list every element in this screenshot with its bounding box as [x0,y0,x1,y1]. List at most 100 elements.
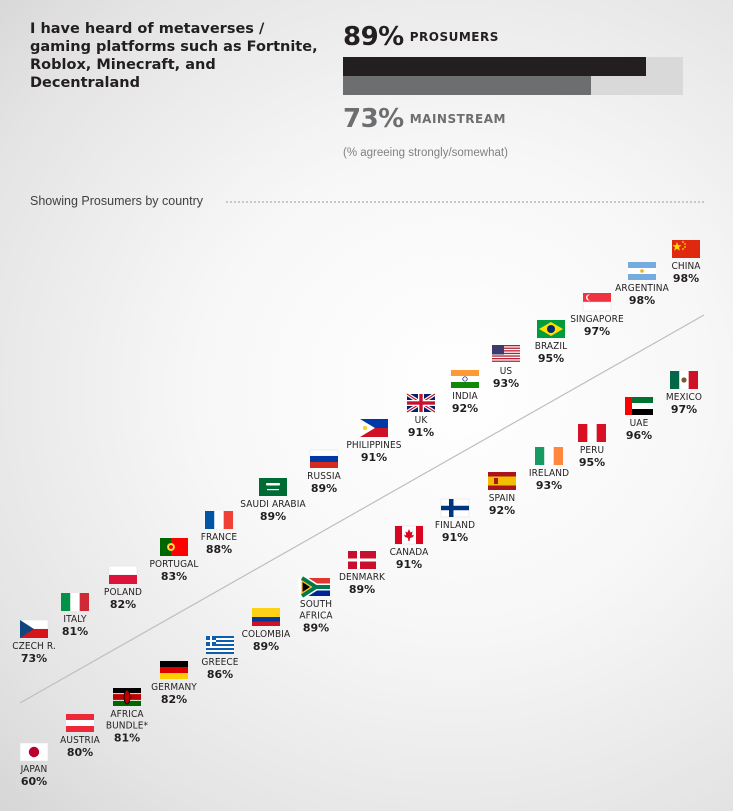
country-value: 91% [396,558,422,571]
country-value: 80% [67,746,93,759]
mainstream-bar [343,76,592,95]
country-value: 60% [21,775,47,788]
country-value: 91% [442,531,468,544]
country-name: RUSSIA [307,471,341,482]
austria-flag-icon [66,714,94,732]
country-value: 88% [206,543,232,556]
country-name: POLAND [104,587,142,598]
country-name: GERMANY [151,682,197,693]
country-name: AFRICA [110,709,144,720]
country-name: PORTUGAL [149,559,198,570]
country-name: SINGAPORE [570,314,624,325]
mainstream-label: MAINSTREAM [409,112,506,126]
country-marks: JAPAN60%AUSTRIA80%AFRICABUNDLE*81%GERMAN… [12,240,702,788]
agreement-note: (% agreeing strongly/somewhat) [343,147,508,159]
country-value: 93% [536,479,562,492]
country-value: 81% [114,732,140,745]
divider-line [19,314,705,704]
country-value: 95% [538,352,564,365]
country-value: 98% [629,294,655,307]
germany-flag-icon [160,661,188,679]
russia-flag-icon [309,449,339,468]
country-name: BUNDLE* [106,721,149,732]
country-name: AFRICA [299,611,333,622]
country-value: 89% [260,510,286,523]
mainstream-stat: 73% MAINSTREAM [343,104,506,134]
poland-flag-icon [108,565,138,584]
us-flag-icon [492,345,520,362]
country-name: CANADA [390,547,430,558]
country-name: COLOMBIA [242,629,291,640]
country-value: 93% [493,377,519,390]
portugal-flag-icon [160,538,188,556]
finland-flag-icon [440,498,470,518]
country-value: 86% [207,668,233,681]
country-value: 92% [452,402,478,415]
country-name: IRELAND [529,468,569,479]
prosumers-label: PROSUMERS [409,30,499,44]
country-name: UK [415,415,429,426]
brazil-flag-icon [537,320,565,338]
denmark-flag-icon [348,551,376,569]
country-name: US [500,366,513,377]
country-value: 89% [349,583,375,596]
country-value: 89% [311,482,337,495]
mexico-flag-icon [670,371,698,389]
country-value: 98% [673,272,699,285]
country-value: 97% [671,403,697,416]
country-name: CZECH R. [12,641,56,652]
country-value: 82% [161,693,187,706]
mainstream-percent: 73% [343,104,404,134]
uae-flag-icon [625,397,653,415]
country-value: 73% [21,652,47,665]
china-flag-icon [672,240,700,258]
country-name: GREECE [201,657,238,668]
japan-flag-icon [19,742,49,762]
country-name: UAE [630,418,649,429]
prosumers-percent: 89% [343,22,404,52]
prosumers-stat: 89% PROSUMERS [343,22,499,52]
india-flag-icon [451,370,479,388]
mainstream-bar-track [343,76,683,95]
country-name: PHILIPPINES [346,440,401,451]
dotted-rule [226,201,704,203]
argentina-flag-icon [628,262,656,280]
country-value: 82% [110,598,136,611]
country-name: JAPAN [20,764,48,775]
peru-flag-icon [578,424,606,442]
singapore-flag-icon [582,293,612,312]
country-name: AUSTRIA [60,735,100,746]
country-name: FINLAND [435,520,475,531]
country-name: MEXICO [666,392,702,403]
prosumers-bar [343,57,646,76]
country-mark-czech-r: CZECH R.73% [12,619,56,665]
country-value: 96% [626,429,652,442]
country-value: 91% [408,426,434,439]
uk-flag-icon [406,392,436,414]
country-name: SAUDI ARABIA [240,499,306,510]
country-value: 83% [161,570,187,583]
country-name: CHINA [671,261,701,272]
czech-flag-icon [19,619,49,638]
canada-flag-icon [394,525,424,545]
